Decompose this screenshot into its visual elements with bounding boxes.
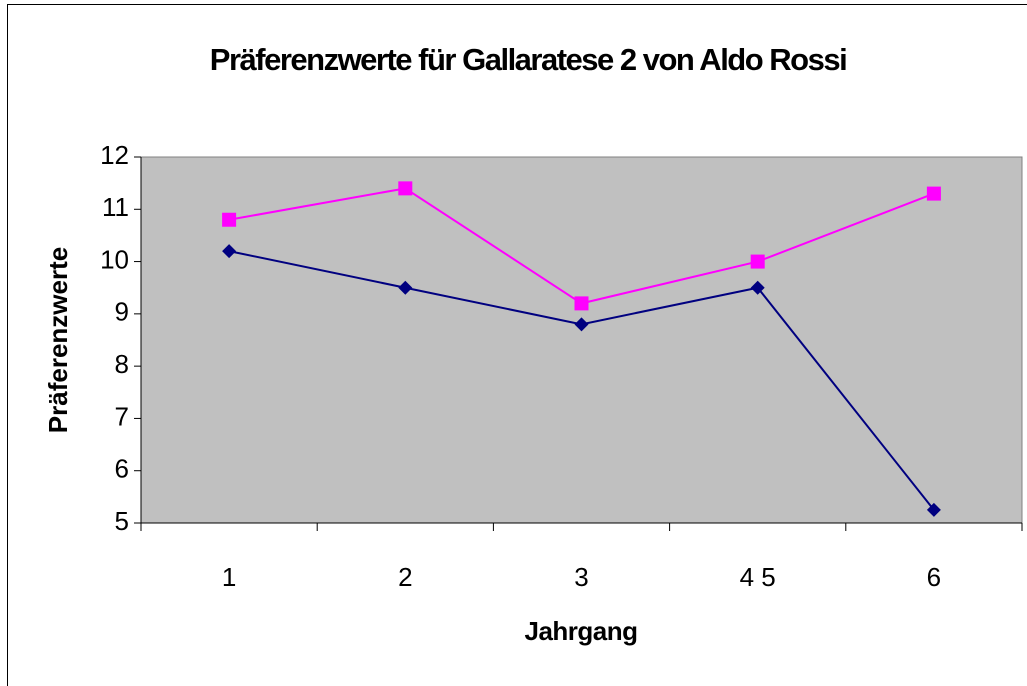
marker: [926, 186, 941, 201]
chart-title: Präferenzwerte für Gallaratese 2 von Ald…: [210, 42, 846, 77]
x-tick-label: 6: [927, 562, 941, 592]
marker: [398, 181, 413, 196]
x-tick-label: 1: [222, 562, 236, 592]
marker: [574, 296, 589, 311]
y-axis-label: Präferenzwerte: [43, 247, 73, 433]
y-tick-label: 5: [115, 506, 129, 536]
x-tick-label: 4 5: [740, 562, 776, 592]
marker: [222, 212, 237, 227]
y-tick-label: 11: [102, 192, 129, 222]
marker: [750, 254, 765, 269]
marker: [574, 317, 589, 332]
y-tick-label: 7: [115, 401, 129, 431]
y-tick-label: 8: [115, 349, 129, 379]
marker: [750, 280, 765, 295]
x-tick-label: 3: [574, 562, 588, 592]
y-tick-label: 6: [115, 454, 129, 484]
x-tick-label: 2: [398, 562, 412, 592]
marker: [926, 502, 941, 517]
y-tick-label: 10: [100, 244, 129, 274]
marker: [222, 244, 237, 259]
x-axis-label: Jahrgang: [524, 616, 637, 646]
y-tick-label: 9: [115, 297, 129, 327]
marker: [398, 280, 413, 295]
y-tick-label: 12: [100, 140, 129, 170]
